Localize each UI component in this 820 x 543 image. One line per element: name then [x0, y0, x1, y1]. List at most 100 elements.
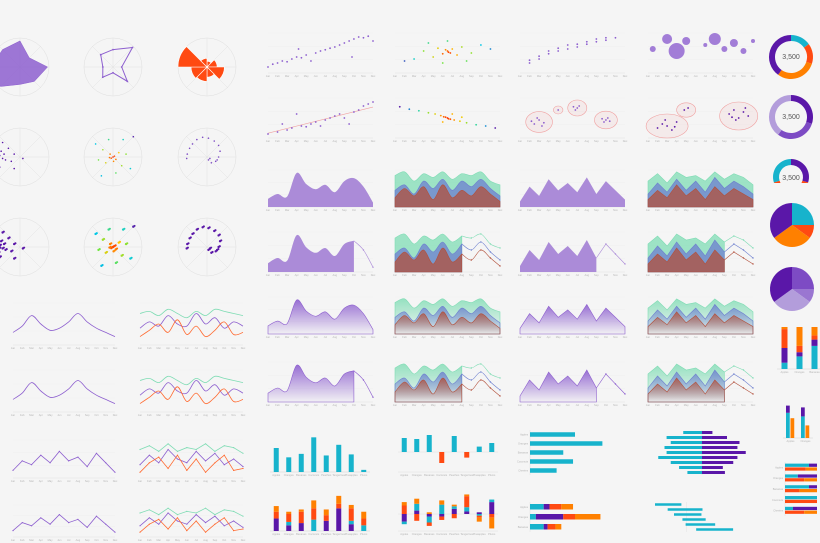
chart-line: Jan Feb Mar Apr May Jun Jul Aug Sep Oct Nov Dec [138, 302, 246, 350]
bar-left [670, 461, 702, 464]
bar-left [664, 446, 702, 449]
x-tick-label: Jul [195, 413, 199, 417]
bar-segment [348, 520, 354, 525]
scatter-point [113, 249, 116, 252]
forecast-point [470, 367, 473, 369]
line-point [148, 509, 150, 511]
scatter-point [434, 113, 436, 115]
x-tick-label: Apr [39, 346, 43, 350]
scatter-point [367, 35, 370, 38]
x-tick-label: Apr [675, 208, 679, 212]
scatter-point [427, 42, 430, 44]
scatter-point [267, 133, 269, 135]
x-tick-label: Oct [222, 346, 226, 350]
pie-group [768, 35, 813, 79]
line-point [233, 530, 235, 532]
line-point [105, 462, 107, 464]
line-point [95, 515, 98, 517]
x-tick-label: Oct [732, 335, 736, 339]
area-series [267, 299, 374, 335]
line-point [186, 469, 188, 471]
x-tick-label: Jan [393, 403, 398, 407]
x-tick-label: Apr [675, 403, 679, 407]
x-tick-label: Sep [594, 335, 599, 339]
radar-point [101, 66, 104, 68]
bubble [708, 33, 721, 45]
scatter-point [446, 50, 449, 52]
forecast-point [372, 266, 374, 268]
x-tick-label: Apr [547, 403, 551, 407]
chart-area: Jan Feb Mar Apr May Jun Jul Aug Sep Oct Nov Dec [518, 231, 628, 277]
forecast-point [489, 243, 492, 245]
x-tick-label: Jan [393, 139, 398, 143]
scatter-point [217, 248, 220, 251]
bar-segment [561, 504, 574, 510]
line-series [139, 313, 244, 329]
x-tick-label: Sep [594, 139, 599, 143]
scatter-point [656, 127, 659, 129]
scatter-point [329, 47, 331, 50]
x-tick-label: Jan [518, 208, 523, 212]
x-tick-label: Feb [402, 273, 407, 277]
x-tick-label: Aug [333, 208, 338, 212]
donut-segment [791, 35, 809, 48]
y-tick-label: Bananas [518, 451, 529, 455]
bubble [703, 43, 708, 47]
scatter-point [456, 54, 458, 56]
scatter-point [547, 52, 550, 55]
area-series [268, 234, 354, 272]
bubble [682, 37, 691, 45]
x-tick-label: Jan [393, 74, 398, 78]
bar-right [702, 451, 746, 454]
polar-spoke [186, 226, 228, 268]
x-tick-label: Apr [675, 273, 679, 277]
bubble [751, 39, 755, 43]
bar-left [658, 456, 702, 459]
x-tick-label: Aug [203, 413, 208, 417]
x-tick-label: Mar [665, 335, 670, 339]
bar [361, 469, 367, 472]
radar-point [112, 71, 114, 74]
line-series [139, 512, 244, 528]
x-tick-label: Nov [361, 208, 366, 212]
bar [464, 452, 470, 458]
scatter-point [427, 111, 430, 114]
x-tick-label: May [431, 273, 437, 277]
line-point [77, 518, 79, 521]
line-point [139, 464, 141, 466]
x-tick-label: Mar [537, 74, 542, 78]
forecast-point [733, 381, 735, 383]
x-tick-label: Jun [185, 346, 190, 350]
scatter-point [576, 107, 579, 109]
x-tick-label: Dec [371, 403, 376, 407]
scatter-point [608, 120, 611, 123]
donut-center-value: 3,500 [782, 114, 800, 121]
x-tick-label: Jun [57, 413, 62, 417]
chart-area: Jan Feb Mar Apr May Jun Jul Aug Sep Oct Nov Dec [646, 169, 756, 212]
x-tick-label: Jul [195, 479, 199, 483]
x-tick-label: Oranges [284, 473, 295, 477]
scatter-point [530, 120, 533, 123]
x-tick-label: Sep [722, 273, 727, 277]
scatter-point [209, 157, 211, 160]
scatter-point [0, 166, 1, 168]
line-point [148, 445, 150, 447]
pie-slice [792, 289, 814, 302]
x-tick-label: Jun [694, 74, 699, 78]
radar-point [126, 80, 129, 83]
x-tick-label: Aug [713, 139, 718, 143]
line-point [148, 523, 150, 525]
scatter-point [362, 36, 365, 39]
area-series [519, 369, 597, 403]
x-tick-label: Mar [156, 346, 161, 350]
forecast-point [733, 373, 735, 375]
x-tick-label: Jan [266, 74, 271, 78]
x-tick-label: Nov [103, 538, 108, 542]
x-tick-label: Apr [422, 208, 426, 212]
x-tick-label: Feb [655, 273, 660, 277]
scatter-point [333, 46, 336, 48]
x-tick-label: May [48, 346, 54, 350]
x-tick-label: Jun [57, 538, 62, 542]
scatter-point [219, 150, 221, 152]
area-series [268, 172, 373, 207]
